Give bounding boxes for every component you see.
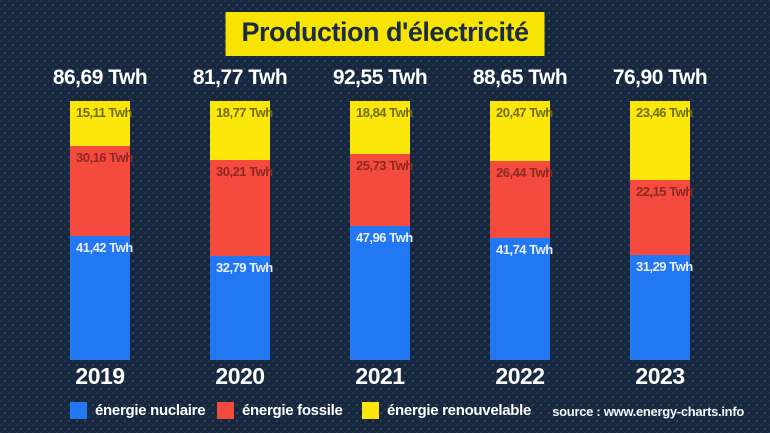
stacked-bar-2019: 15,11 Twh 30,16 Twh 41,42 Twh: [70, 101, 133, 360]
legend-item-renewable: énergie renouvelable: [362, 402, 531, 419]
segment-value-label: 20,47 Twh: [496, 105, 553, 120]
segment-value-label: 22,15 Twh: [636, 184, 693, 200]
total-label-2022: 88,65 Twh: [472, 66, 568, 89]
segment-value-label: 41,74 Twh: [496, 242, 553, 258]
bar-segment-fossil-2022: 26,44 Twh: [490, 160, 553, 239]
bar-group-2022: 88,65 Twh 20,47 Twh 26,44 Twh 41,74 Twh 2022: [450, 62, 590, 390]
segment-value-label: 15,11 Twh: [76, 105, 132, 120]
bar-segment-nuclear-2022: 41,74 Twh: [490, 238, 553, 361]
total-label-2021: 92,55 Twh: [332, 66, 428, 89]
bar-segment-nuclear-2023: 31,29 Twh: [630, 254, 693, 360]
bar-segment-fossil-2021: 25,73 Twh: [350, 153, 413, 226]
bar-group-2020: 81,77 Twh 18,77 Twh 30,21 Twh 32,79 Twh 2020: [170, 62, 310, 390]
nuclear-color-swatch: [70, 402, 87, 419]
total-label-2023: 76,90 Twh: [612, 66, 708, 89]
segment-value-label: 30,16 Twh: [76, 150, 133, 166]
legend-label-renewable: énergie renouvelable: [387, 402, 532, 419]
year-label-2022: 2022: [495, 363, 545, 389]
source-credit: source : www.energy-charts.info: [552, 404, 744, 419]
bar-segment-nuclear-2021: 47,96 Twh: [350, 225, 413, 360]
segment-value-label: 41,42 Twh: [76, 240, 133, 256]
segment-value-label: 47,96 Twh: [356, 229, 413, 245]
bar-segment-renewable-2019: 15,11 Twh: [70, 101, 132, 147]
renewable-color-swatch: [362, 402, 379, 419]
bar-group-2023: 76,90 Twh 23,46 Twh 22,15 Twh 31,29 Twh 2023: [590, 62, 730, 390]
bar-segment-nuclear-2020: 32,79 Twh: [210, 256, 273, 360]
bar-segment-renewable-2021: 18,84 Twh: [350, 101, 413, 154]
stacked-bar-2022: 20,47 Twh 26,44 Twh 41,74 Twh: [490, 101, 553, 361]
year-label-2019: 2019: [75, 363, 125, 389]
segment-value-label: 32,79 Twh: [216, 260, 273, 276]
bar-segment-renewable-2023: 23,46 Twh: [630, 101, 693, 181]
bar-segment-fossil-2020: 30,21 Twh: [210, 160, 273, 257]
bar-segment-fossil-2019: 30,16 Twh: [70, 146, 133, 237]
stacked-bar-2020: 18,77 Twh 30,21 Twh 32,79 Twh: [210, 101, 273, 360]
bar-segment-renewable-2022: 20,47 Twh: [490, 101, 553, 161]
legend-label-fossil: énergie fossile: [242, 402, 343, 419]
bar-segment-renewable-2020: 18,77 Twh: [210, 101, 273, 161]
bar-segment-fossil-2023: 22,15 Twh: [630, 180, 693, 255]
bar-segment-nuclear-2019: 41,42 Twh: [70, 236, 133, 360]
segment-value-label: 25,73 Twh: [356, 157, 413, 173]
legend-item-fossil: énergie fossile: [217, 402, 343, 419]
segment-value-label: 18,77 Twh: [216, 105, 273, 120]
bar-group-2019: 86,69 Twh 15,11 Twh 30,16 Twh 41,42 Twh 2019: [30, 62, 170, 390]
page-title: Production d'électricité: [225, 12, 545, 56]
legend-item-nuclear: énergie nuclaire: [70, 402, 206, 419]
total-label-2020: 81,77 Twh: [192, 66, 288, 89]
segment-value-label: 26,44 Twh: [496, 164, 553, 180]
total-label-2019: 86,69 Twh: [52, 66, 148, 89]
fossil-color-swatch: [217, 402, 234, 419]
bar-group-2021: 92,55 Twh 18,84 Twh 25,73 Twh 47,96 Twh 2021: [310, 62, 450, 390]
legend-label-nuclear: énergie nuclaire: [95, 402, 206, 419]
legend: énergie nuclaire énergie fossile énergie…: [0, 402, 770, 426]
year-label-2023: 2023: [635, 363, 685, 389]
segment-value-label: 31,29 Twh: [636, 258, 693, 274]
segment-value-label: 23,46 Twh: [636, 105, 693, 120]
segment-value-label: 30,21 Twh: [216, 164, 273, 180]
year-label-2020: 2020: [215, 363, 265, 389]
year-label-2021: 2021: [355, 363, 405, 389]
segment-value-label: 18,84 Twh: [356, 105, 413, 120]
stacked-bar-2021: 18,84 Twh 25,73 Twh 47,96 Twh: [350, 101, 413, 360]
stacked-bar-2023: 23,46 Twh 22,15 Twh 31,29 Twh: [630, 101, 693, 360]
